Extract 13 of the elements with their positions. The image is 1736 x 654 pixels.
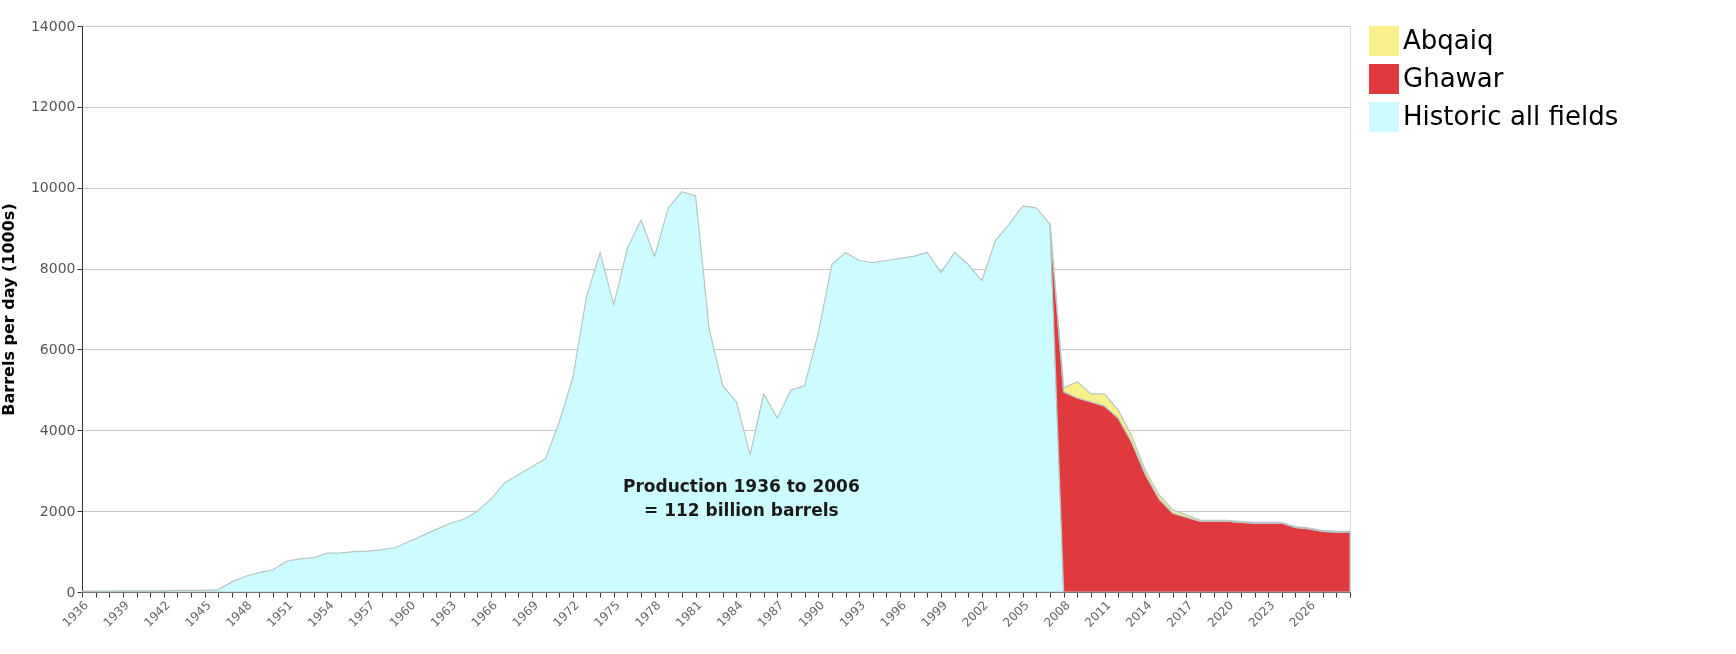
- legend-label: Ghawar: [1403, 63, 1504, 93]
- y-tick-label: 10000: [30, 179, 76, 196]
- y-axis-title: Barrels per day (1000s): [0, 203, 18, 416]
- y-tick-label: 14000: [30, 17, 76, 34]
- y-tick-label: 8000: [39, 260, 76, 277]
- y-tick-label: 2000: [39, 502, 76, 519]
- y-tick-label: 0: [66, 583, 76, 600]
- y-tick-label: 6000: [39, 340, 76, 357]
- annotation: Production 1936 to 2006 = 112 billion barrels: [622, 475, 860, 520]
- y-tick-label: 4000: [39, 421, 76, 438]
- y-tick-label: 12000: [30, 98, 76, 115]
- legend-label: Abqaiq: [1403, 25, 1494, 55]
- legend-label: Historic all fields: [1403, 101, 1619, 131]
